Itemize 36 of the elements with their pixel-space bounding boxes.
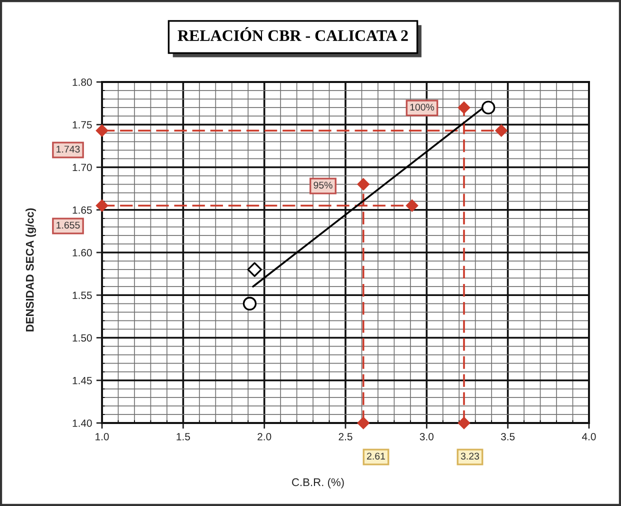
y-tick-label: 1.40 bbox=[72, 420, 92, 427]
text: 1.743 bbox=[56, 146, 80, 153]
x-tick-label: 2.0 bbox=[258, 432, 272, 440]
point bbox=[495, 124, 508, 137]
x-axis-title: C.B.R. (%) bbox=[292, 478, 344, 488]
y-tick-label: 1.75 bbox=[72, 121, 92, 128]
point bbox=[406, 200, 418, 212]
x-tick-label: 3.0 bbox=[420, 432, 434, 440]
text: 1.655 bbox=[56, 222, 80, 229]
y-tick-label: 1.45 bbox=[72, 376, 92, 384]
text: 2.61 bbox=[367, 452, 385, 460]
point bbox=[458, 416, 470, 430]
y-axis-title: DENSIDAD SECA (g/cc) bbox=[26, 208, 36, 332]
y-tick-label: 1.60 bbox=[72, 249, 92, 256]
point bbox=[242, 296, 257, 310]
x-tick-label: 4.0 bbox=[582, 432, 596, 440]
x-tick-label: 3.5 bbox=[500, 432, 515, 440]
point bbox=[357, 178, 370, 190]
annotation: 95% bbox=[314, 182, 332, 189]
text: 3.23 bbox=[460, 452, 480, 460]
y-tick-label: 1.50 bbox=[72, 334, 92, 342]
x-tick-label: 2.5 bbox=[338, 432, 352, 440]
x-tick-label: 1.5 bbox=[176, 433, 190, 440]
x-tick-label: 1.0 bbox=[96, 432, 109, 440]
annotation: 100% bbox=[410, 104, 434, 111]
point bbox=[96, 124, 108, 137]
point bbox=[357, 416, 370, 430]
y-tick-label: 1.65 bbox=[72, 206, 92, 214]
y-tick-label: 1.55 bbox=[72, 292, 92, 299]
point bbox=[458, 101, 470, 114]
chart-title: RELACIÓN CBR - CALICATA 2 bbox=[178, 27, 408, 41]
point bbox=[482, 100, 496, 114]
y-tick-label: 1.70 bbox=[72, 164, 92, 172]
y-tick-label: 1.80 bbox=[72, 78, 92, 86]
point bbox=[247, 262, 262, 277]
point bbox=[96, 200, 108, 212]
